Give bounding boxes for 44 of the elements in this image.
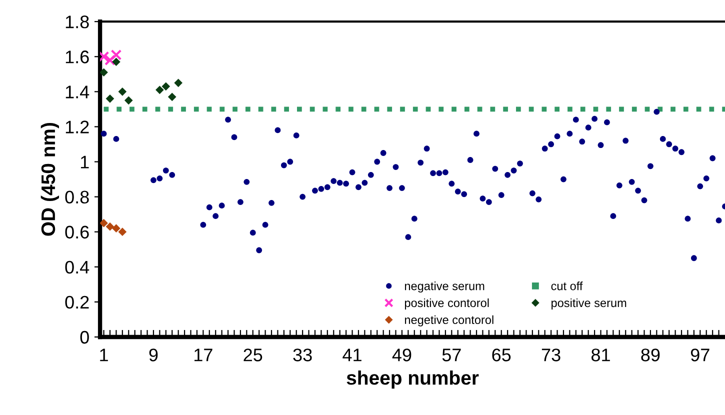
y-tick-label: 0: [80, 330, 89, 344]
x-axis-title: sheep number: [346, 370, 479, 389]
y-tick-label: 0.6: [65, 226, 89, 239]
legend-label: positive contorol: [404, 298, 489, 310]
y-tick-label: 1.8: [66, 16, 89, 28]
point: [118, 228, 127, 236]
point: [162, 82, 170, 91]
y-axis-title: OD (450 nm): [40, 122, 59, 236]
point: [112, 224, 120, 233]
y-tick-label: 0.2: [65, 296, 89, 309]
point: [118, 88, 127, 96]
point: [106, 94, 114, 103]
y-tick-label: 1.2: [66, 120, 89, 134]
point: [100, 218, 108, 228]
point: [156, 86, 164, 94]
point: [112, 58, 120, 66]
legend-label: negative serum: [404, 282, 484, 293]
x-tick-label: 49: [392, 348, 412, 362]
y-tick-label: 0.4: [65, 260, 90, 274]
x-tick-label: 73: [542, 348, 560, 362]
point: [100, 68, 108, 77]
x-tick-label: 25: [244, 348, 262, 362]
x-tick-label: 1: [100, 348, 108, 362]
x-tick-label: 17: [194, 348, 212, 362]
y-tick-label: 0.8: [65, 190, 89, 204]
point: [174, 78, 182, 88]
x-tick-label: 9: [149, 348, 158, 362]
point: [168, 92, 176, 102]
y-tick-label: 1: [80, 156, 89, 168]
point: [104, 54, 116, 66]
legend-label: negetive contorol: [404, 315, 494, 326]
point: [124, 96, 133, 105]
x-tick-label: 81: [592, 348, 610, 362]
legend-label: positive serum: [552, 298, 626, 310]
x-tick-label: 41: [342, 348, 362, 362]
x-tick-label: 97: [690, 348, 710, 362]
x-tick-label: 57: [442, 348, 461, 362]
x-tick-label: 33: [293, 348, 312, 362]
x-tick-label: 65: [492, 348, 511, 362]
y-tick-label: 1.4: [66, 86, 90, 98]
legend-label: cut off: [551, 282, 583, 290]
y-tick-label: 1.6: [66, 50, 89, 64]
x-tick-label: 89: [641, 348, 660, 362]
point: [106, 222, 114, 231]
